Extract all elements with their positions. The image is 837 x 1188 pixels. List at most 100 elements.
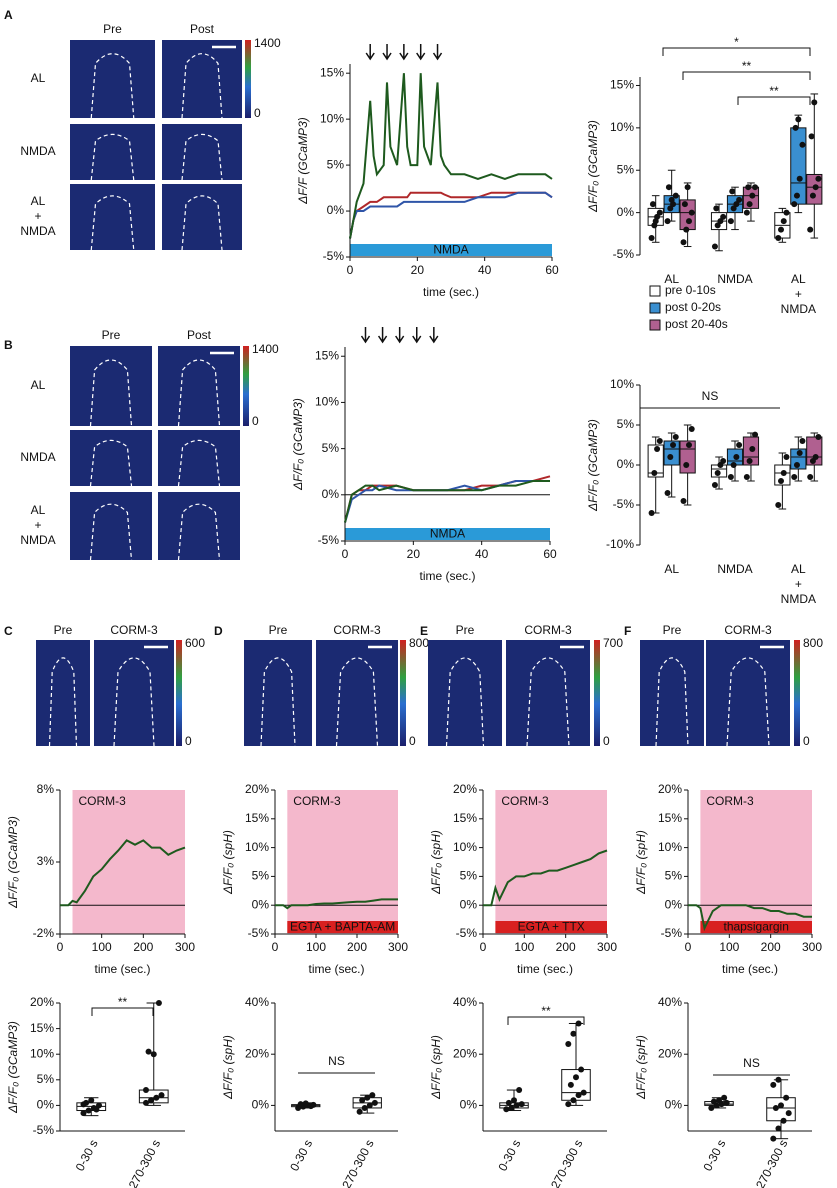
y-tick-label: 5% (252, 869, 270, 883)
trace (349, 73, 553, 239)
stimulus-arrow (395, 327, 405, 344)
data-point (720, 213, 727, 220)
y-tick-label: 0% (252, 1098, 270, 1112)
legend-swatch (649, 285, 661, 297)
x-tick-label: 40 (475, 547, 489, 561)
shaded-region (287, 790, 398, 934)
y-tick-label: 10% (30, 1046, 54, 1060)
y-axis-label: ΔF/F₀ (spH) (429, 830, 443, 895)
significance-bracket (737, 96, 811, 105)
x-tick-label: 0-30 s (700, 1137, 728, 1173)
data-point (714, 470, 721, 476)
shaded-region (495, 790, 607, 934)
trace (483, 849, 608, 907)
y-axis-label: ΔF/F₀ (GCaMP3) (6, 816, 20, 909)
y-tick-label: 10% (453, 840, 477, 854)
y-tick-label: 15% (320, 65, 344, 79)
stimulus-arrow (365, 44, 375, 61)
y-tick-label: 15% (245, 811, 269, 825)
x-tick-label: AL (791, 562, 806, 576)
treatment-label: EGTA + TTX (518, 920, 585, 934)
significance-label: NS (328, 1054, 345, 1068)
data-point (683, 462, 690, 468)
image-row-label: NMDA (20, 224, 55, 238)
y-axis-label: ΔF/F₀ (GCaMP3) (586, 419, 600, 512)
image-column-label: CORM-3 (724, 623, 772, 637)
data-point (749, 446, 756, 452)
data-point (513, 1102, 520, 1109)
data-point (783, 209, 790, 216)
data-point (710, 1098, 717, 1105)
colorbar (594, 640, 600, 746)
significance-label: NS (743, 1056, 760, 1070)
x-tick-label: 200 (133, 940, 153, 954)
y-tick-label: 5% (617, 162, 635, 176)
treatment-label: thapsigargin (724, 920, 789, 934)
data-point (807, 226, 814, 233)
data-point (811, 99, 818, 106)
micrograph (162, 124, 242, 180)
data-point (142, 1099, 149, 1106)
data-point (749, 192, 756, 199)
data-point (567, 1081, 574, 1088)
data-point (752, 184, 759, 191)
x-tick-label: 0-30 s (495, 1137, 523, 1173)
micrograph (316, 640, 398, 746)
data-point (667, 454, 674, 460)
y-tick-label: 0% (665, 1098, 683, 1112)
y-tick-label: -5% (613, 497, 635, 511)
data-point (743, 209, 750, 216)
colorbar-tick-label: 800 (409, 636, 429, 650)
data-point (770, 1135, 777, 1142)
data-point (667, 205, 674, 212)
outline (90, 133, 135, 181)
data-point (85, 1107, 92, 1114)
y-tick-label: 0% (327, 203, 345, 217)
data-point (80, 1110, 87, 1117)
data-point (733, 454, 740, 460)
x-tick-label: 0 (272, 940, 279, 954)
data-point (93, 1106, 100, 1113)
data-point (652, 218, 659, 225)
outline (655, 657, 689, 747)
y-tick-label: 20% (245, 782, 269, 796)
treatment-bar (287, 921, 398, 933)
x-tick-label: 100 (719, 940, 739, 954)
data-point (580, 1089, 587, 1096)
x-tick-label: 100 (306, 940, 326, 954)
treatment-bar (350, 244, 552, 256)
y-tick-label: 8% (37, 782, 55, 796)
data-point (736, 196, 743, 203)
colorbar-tick-label: 700 (603, 636, 623, 650)
data-point (685, 442, 692, 448)
micrograph (70, 40, 155, 118)
treatment-label: NMDA (430, 527, 465, 541)
data-point (153, 1094, 160, 1101)
micrograph (506, 640, 590, 746)
data-point (648, 510, 655, 516)
outline (526, 657, 570, 747)
panel-label: C (4, 624, 13, 638)
significance-label: ** (541, 1004, 551, 1018)
colorbar-tick-label: 0 (409, 734, 416, 748)
y-tick-label: 5% (665, 869, 683, 883)
data-point (713, 205, 720, 212)
data-point (793, 462, 800, 468)
y-axis-label: ΔF/F₀ (spH) (634, 830, 648, 895)
data-point (792, 124, 799, 131)
shaded-label: CORM-3 (706, 794, 754, 808)
colorbar (243, 346, 249, 426)
data-point (672, 434, 679, 440)
image-column-label: Pre (103, 22, 122, 36)
panel-label: A (4, 8, 13, 22)
x-tick-label: 300 (388, 940, 408, 954)
y-tick-label: 20% (658, 1046, 682, 1060)
data-point (364, 1094, 371, 1101)
data-point (648, 235, 655, 242)
y-axis-label: ΔF/F₀ (GCaMP3) (291, 398, 305, 491)
micrograph (244, 640, 312, 746)
stimulus-arrow (412, 327, 422, 344)
data-point (791, 474, 798, 480)
data-point (681, 201, 688, 208)
panel-label: D (214, 624, 223, 638)
